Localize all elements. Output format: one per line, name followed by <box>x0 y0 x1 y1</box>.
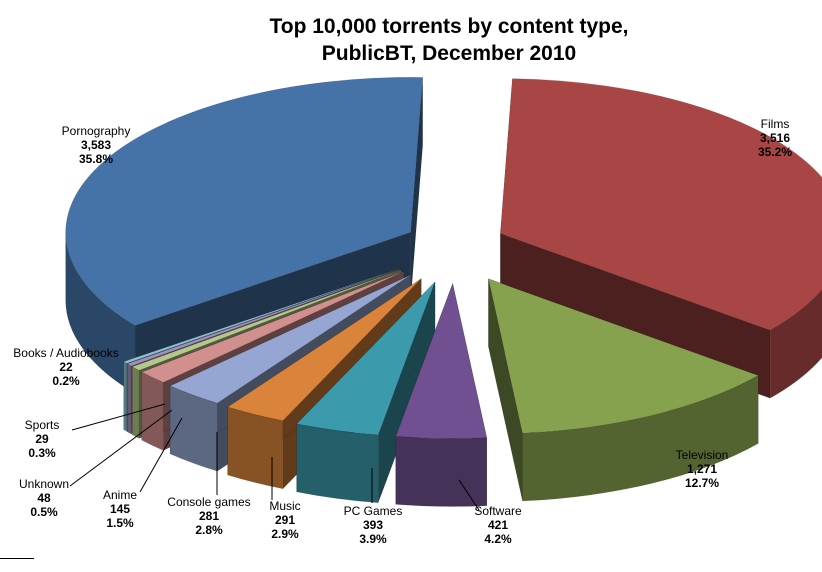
leader-line <box>458 479 480 511</box>
label-percent-sports: 0.3% <box>28 446 56 460</box>
label-value-unknown: 48 <box>37 491 51 505</box>
label-name-console-games: Console games <box>167 495 250 509</box>
label-percent-books-audiobooks: 0.2% <box>52 374 80 388</box>
pie-slice-anime <box>141 271 405 383</box>
pie-slice-music <box>227 278 422 422</box>
label-value-television: 1,271 <box>687 462 717 476</box>
slice-outer-wall <box>296 423 379 504</box>
leader-line <box>69 409 173 487</box>
label-name-sports: Sports <box>25 418 60 432</box>
pie-slices <box>65 77 822 507</box>
slice-outer-wall <box>141 371 164 451</box>
chart-title-line-2: PublicBT, December 2010 <box>322 42 576 65</box>
label-percent-software: 4.2% <box>484 532 512 546</box>
label-value-console-games: 281 <box>199 509 219 523</box>
pie-slice-television <box>488 278 759 434</box>
pie-slice-console-games <box>169 274 411 404</box>
slice-outer-wall <box>395 436 488 507</box>
pie-slice-books-audiobooks <box>123 268 400 364</box>
pie-slice-sports <box>126 268 401 367</box>
label-percent-television: 12.7% <box>685 476 719 490</box>
chart-title-line-1: Top 10,000 torrents by content type, <box>269 15 628 38</box>
label-percent-pc-games: 3.9% <box>359 532 387 546</box>
slice-outer-wall <box>123 361 128 432</box>
label-name-unknown: Unknown <box>19 477 69 491</box>
label-name-pc-games: PC Games <box>344 504 403 518</box>
label-name-books-audiobooks: Books / Audiobooks <box>13 346 118 360</box>
leader-line <box>139 417 183 493</box>
label-value-software: 421 <box>488 518 508 532</box>
label-percent-films: 35.2% <box>758 145 792 159</box>
label-value-pornography: 3,583 <box>81 138 111 152</box>
label-name-pornography: Pornography <box>62 124 131 138</box>
slice-outer-wall <box>769 289 822 399</box>
footnote-rule <box>0 558 34 559</box>
pie-slice-pc-games <box>296 281 436 436</box>
pie-slice-films <box>500 78 822 331</box>
slice-outer-wall <box>65 232 136 395</box>
leader-line <box>71 403 166 431</box>
label-percent-music: 2.9% <box>271 527 299 541</box>
label-value-music: 291 <box>275 513 295 527</box>
label-value-films: 3,516 <box>760 131 790 145</box>
pie-slice-unknown <box>131 269 402 371</box>
label-name-television: Television <box>676 448 729 462</box>
slice-outer-wall <box>132 366 140 439</box>
label-percent-pornography: 35.8% <box>79 152 113 166</box>
label-percent-unknown: 0.5% <box>30 505 58 519</box>
pie-slice-software <box>395 282 488 439</box>
label-value-anime: 145 <box>110 502 130 516</box>
label-name-software: Software <box>474 504 522 518</box>
label-percent-console-games: 2.8% <box>195 523 223 537</box>
slice-outer-wall <box>127 363 132 435</box>
label-value-sports: 29 <box>35 432 49 446</box>
label-name-music: Music <box>269 499 300 513</box>
label-value-pc-games: 393 <box>363 518 383 532</box>
label-value-books-audiobooks: 22 <box>59 360 73 374</box>
label-name-films: Films <box>761 117 790 131</box>
label-name-anime: Anime <box>103 488 137 502</box>
pie-slice-pornography <box>65 77 424 326</box>
label-percent-anime: 1.5% <box>106 516 134 530</box>
